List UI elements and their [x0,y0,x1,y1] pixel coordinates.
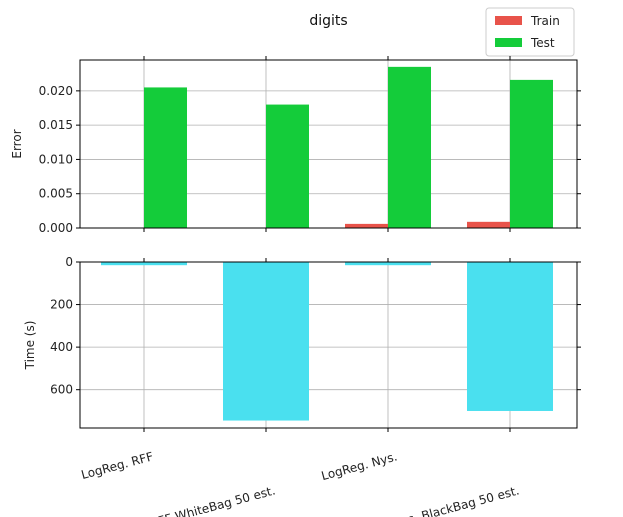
bar-time-logreg-rff-whitebag-50-est [223,262,309,421]
x-tick-label-logreg-rff-whitebag-50-est: LogReg. RFF WhiteBag 50 est. [98,483,276,517]
axes-frame [79,261,578,429]
legend: Train Test [485,7,575,57]
x-tick-label-logreg-nys: LogReg. Nys. [320,449,399,483]
y-tick-label: 600 [50,383,73,397]
bar-test-logreg-nys-blackbag-50-est [510,79,553,228]
bar-train-logreg-nys [345,223,388,228]
error-panel: 0.000 0.005 0.010 0.015 0.020 Error [10,56,581,235]
bar-time-logreg-rff [101,262,187,266]
y-tick-label: 200 [50,298,73,312]
bar-time-logreg-nys-blackbag-50-est [467,262,553,411]
bar-train-logreg-nys-blackbag-50-est [467,221,510,228]
x-tick-label-logreg-nys-blackbag-50-est: LogReg. Nys. BlackBag 50 est. [341,483,521,517]
axes-frame [79,59,578,229]
y-tick-label: 0 [65,255,73,269]
chart-title: digits [309,13,347,29]
legend-label-test: Test [530,36,555,50]
time-panel: 0 200 400 600 Time (s) [23,255,581,432]
y-tick-label: 0.000 [39,221,73,235]
y-tick-label: 0.010 [39,152,73,166]
bar-test-logreg-nys [388,66,431,228]
legend-swatch-test [495,38,522,47]
y-axis-label: Time (s) [23,321,37,371]
x-tick-label-logreg-rff: LogReg. RFF [80,449,155,482]
y-axis-label: Error [10,129,24,158]
bar-test-logreg-rff [144,87,187,228]
legend-swatch-train [495,16,522,25]
legend-box [485,7,575,57]
legend-label-train: Train [530,14,560,28]
y-tick-label: 400 [50,340,73,354]
y-tick-label: 0.005 [39,187,73,201]
y-tick-label: 0.015 [39,118,73,132]
bar-time-logreg-nys [345,262,431,266]
bar-test-logreg-rff-whitebag-50-est [266,104,309,228]
y-tick-label: 0.020 [39,84,73,98]
